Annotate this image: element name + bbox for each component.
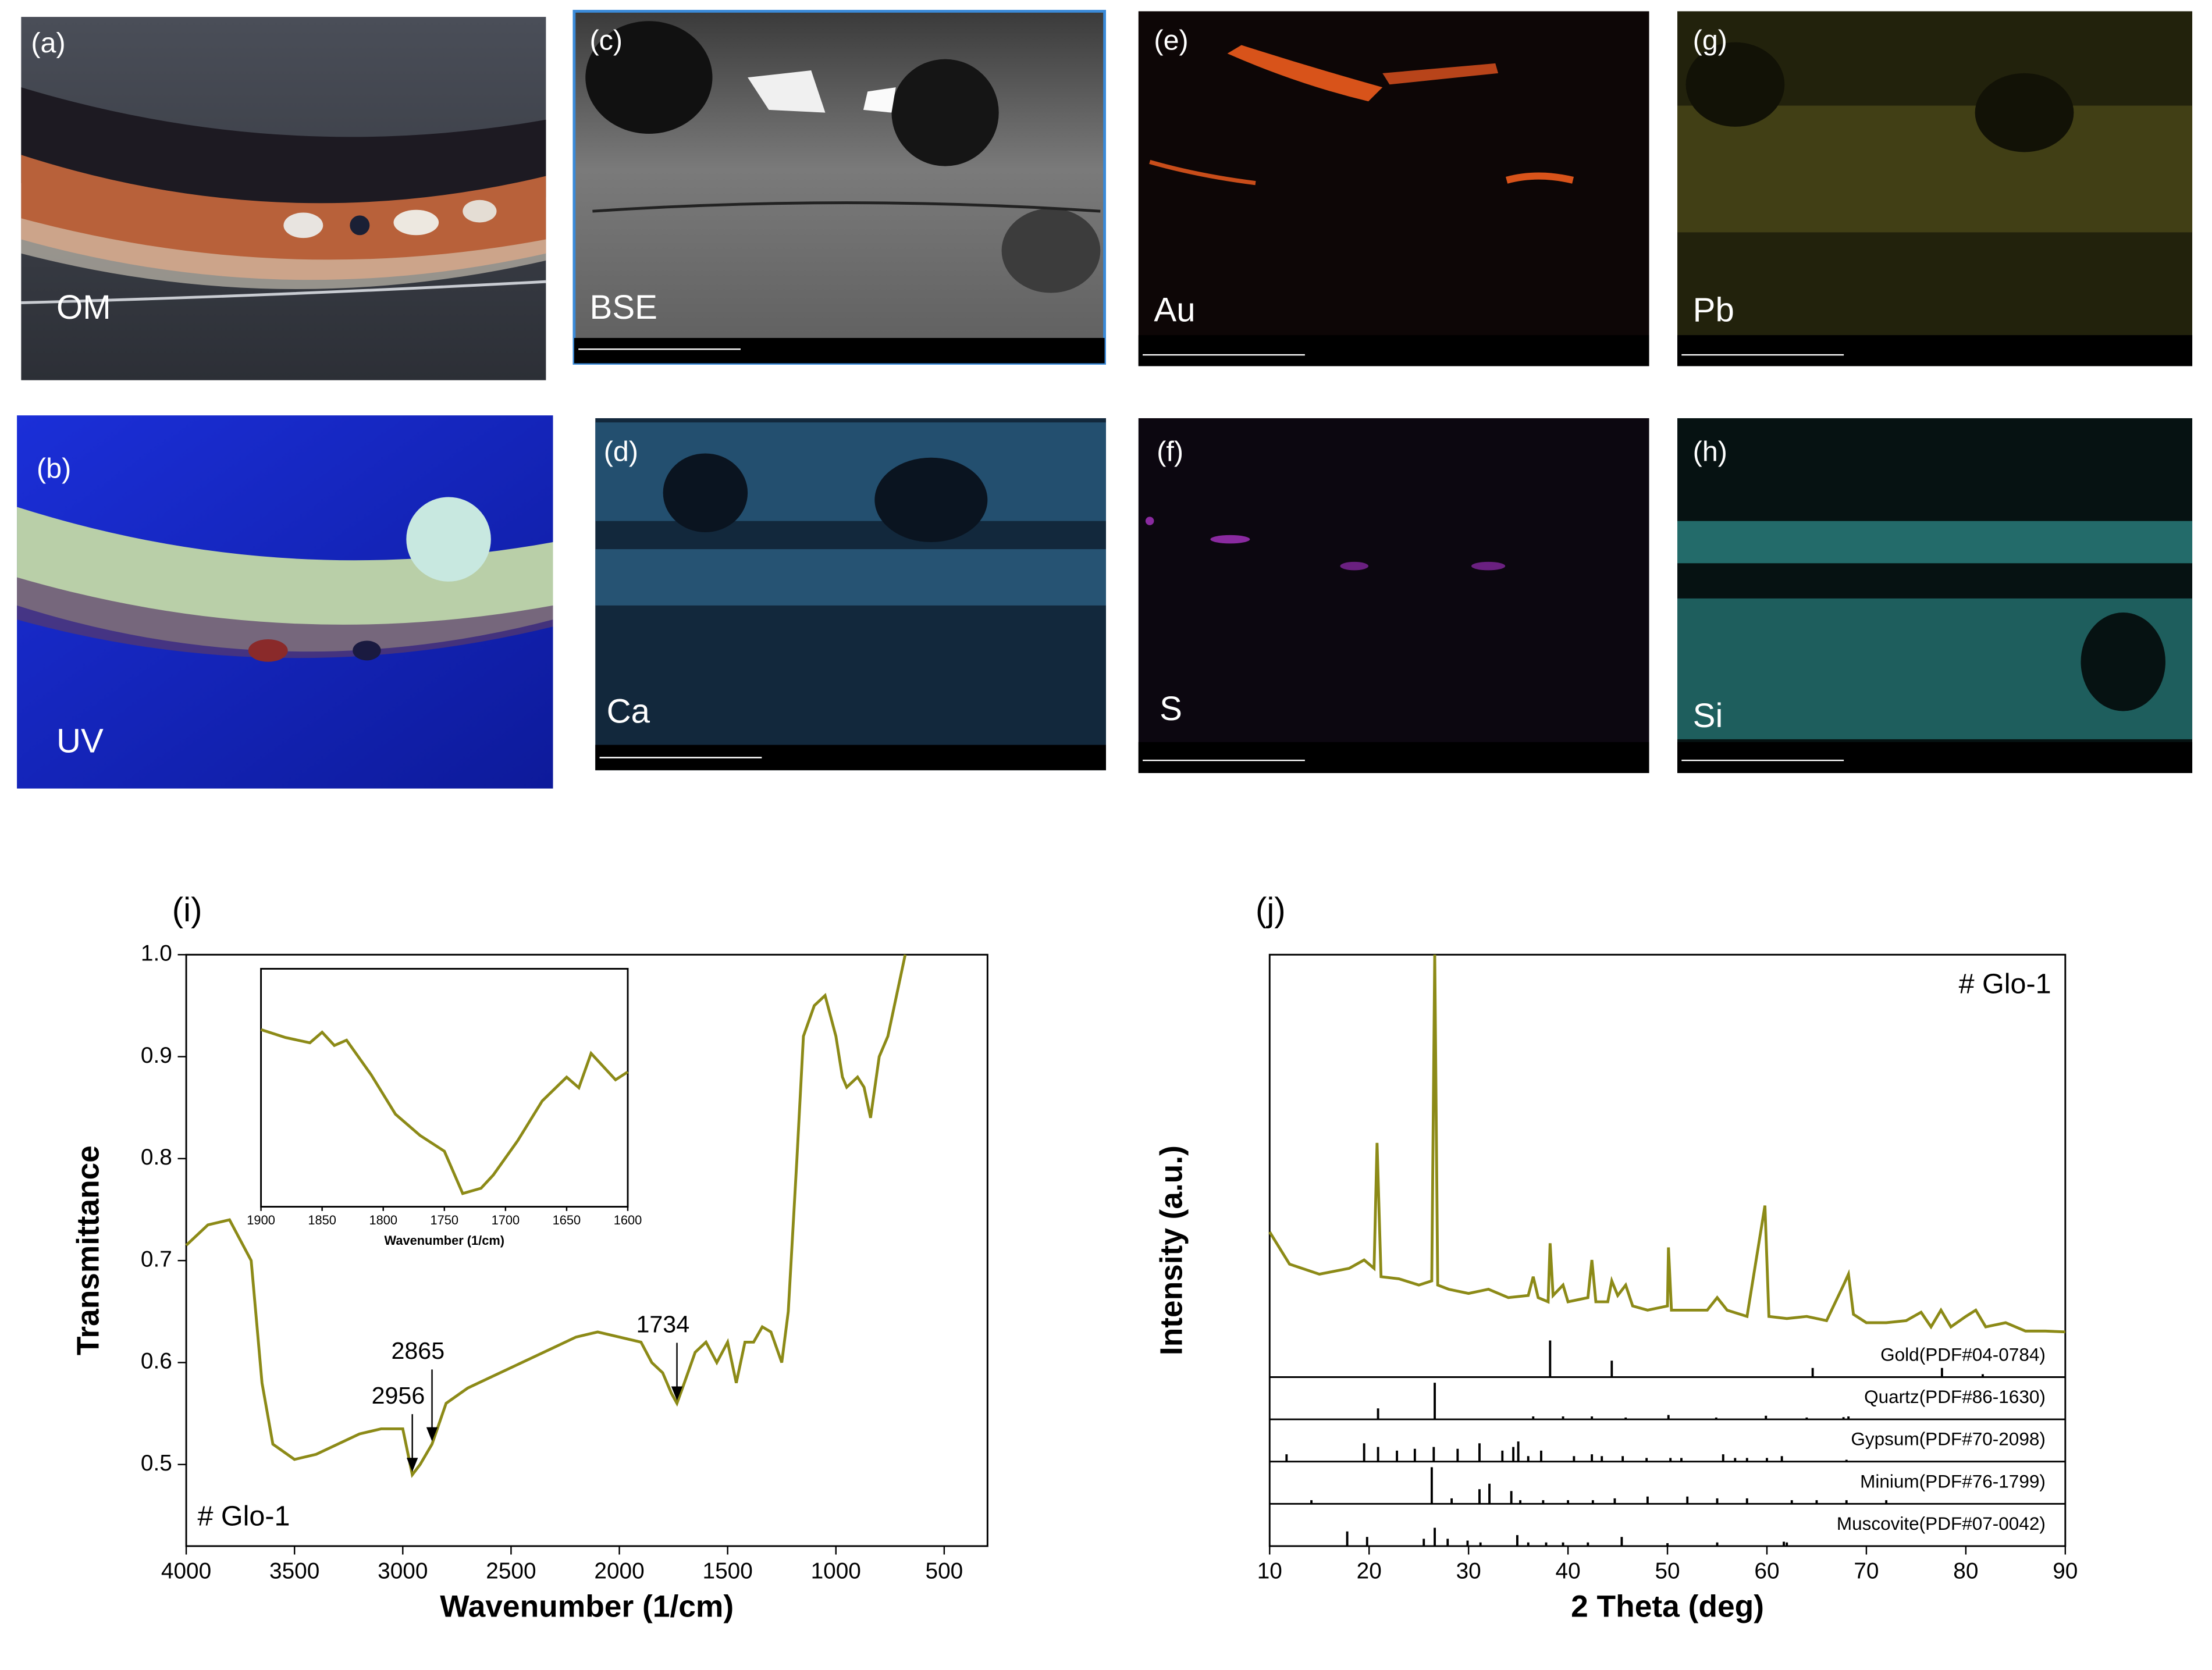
- peak-label: 2956: [372, 1382, 425, 1409]
- panel-f: (f) S: [1138, 418, 1649, 773]
- xrd-pattern: [1268, 955, 2065, 1334]
- x-axis-title: 2 Theta (deg): [1571, 1590, 1764, 1624]
- panel-label: (j): [1256, 891, 1286, 929]
- panel-d: (d) Ca: [595, 418, 1106, 771]
- peak-arrowhead: [671, 1386, 683, 1401]
- x-tick-label: 1800: [369, 1213, 397, 1227]
- x-tick-label: 10: [1257, 1559, 1282, 1584]
- reference-label: Muscovite(PDF#07-0042): [1837, 1513, 2046, 1534]
- panel-label: (e): [1154, 24, 1188, 56]
- panel-caption: Ca: [607, 693, 650, 731]
- x-tick-label: 40: [1556, 1559, 1581, 1584]
- x-axis-title: Wavenumber (1/cm): [440, 1590, 734, 1624]
- y-tick-label: 0.7: [141, 1247, 172, 1272]
- panel-label: (c): [590, 24, 623, 56]
- legend-entry: # Glo-1: [1959, 968, 2051, 999]
- panel-label: (i): [172, 891, 202, 929]
- panel-caption: BSE: [590, 289, 657, 326]
- plot-frame: [185, 953, 988, 1547]
- spectrum-line: [185, 954, 907, 1478]
- y-tick-label: 0.5: [141, 1451, 172, 1476]
- x-tick-label: 2500: [486, 1559, 536, 1584]
- x-tick-label: 20: [1357, 1559, 1382, 1584]
- y-tick-label: 1.0: [141, 941, 172, 966]
- panel-g: (g) Pb: [1677, 11, 2193, 366]
- x-tick-label: 3000: [378, 1559, 428, 1584]
- x-tick-label: 2000: [594, 1559, 644, 1584]
- x-tick-label: 80: [1953, 1559, 1978, 1584]
- y-axis-title: Transmittance: [71, 1145, 105, 1355]
- peak-label: 1734: [636, 1311, 689, 1337]
- y-tick-label: 0.9: [141, 1043, 172, 1068]
- panel-caption: Si: [1693, 697, 1723, 735]
- x-axis-title: Wavenumber (1/cm): [385, 1233, 504, 1248]
- x-tick-label: 4000: [161, 1559, 211, 1584]
- x-tick-label: 1850: [308, 1213, 336, 1227]
- panel-c: (c) BSE: [572, 9, 1106, 365]
- legend-entry: # Glo-1: [197, 1500, 290, 1532]
- x-tick-label: 3500: [269, 1559, 319, 1584]
- peak-arrowhead: [406, 1458, 418, 1472]
- panel-label: (b): [37, 453, 71, 484]
- reference-label: Minium(PDF#76-1799): [1860, 1470, 2046, 1491]
- reference-label: Gypsum(PDF#70-2098): [1851, 1429, 2045, 1450]
- spectrum-line: [260, 1028, 629, 1195]
- x-tick-label: 1900: [247, 1213, 275, 1227]
- x-tick-label: 60: [1754, 1559, 1779, 1584]
- x-tick-label: 90: [2053, 1559, 2078, 1584]
- panel-caption: S: [1160, 690, 1182, 728]
- x-tick-label: 30: [1456, 1559, 1481, 1584]
- panel-e: (e) Au: [1138, 11, 1649, 366]
- panel-label: (a): [31, 27, 65, 59]
- reference-label: Gold(PDF#04-0784): [1880, 1344, 2046, 1365]
- panel-label: (h): [1693, 436, 1727, 467]
- x-tick-label: 1650: [553, 1213, 581, 1227]
- plot-frame: [260, 968, 629, 1208]
- panel-caption: UV: [56, 722, 104, 760]
- panel-caption: Au: [1154, 291, 1195, 329]
- x-tick-label: 70: [1854, 1559, 1879, 1584]
- y-tick-label: 0.6: [141, 1349, 172, 1374]
- panel-label: (g): [1693, 24, 1727, 56]
- peak-arrowhead: [426, 1427, 438, 1441]
- x-tick-label: 1500: [702, 1559, 752, 1584]
- reference-label: Quartz(PDF#86-1630): [1864, 1386, 2046, 1407]
- y-tick-label: 0.8: [141, 1145, 172, 1170]
- panel-label: (d): [604, 436, 638, 467]
- x-tick-label: 1000: [811, 1559, 861, 1584]
- panel-caption: OM: [56, 289, 111, 326]
- panel-a: (a) OM: [21, 17, 546, 380]
- panel-caption: Pb: [1693, 291, 1734, 329]
- peak-label: 2865: [391, 1337, 444, 1364]
- x-tick-label: 500: [926, 1559, 963, 1584]
- x-tick-label: 1600: [614, 1213, 642, 1227]
- y-axis-title: Intensity (a.u.): [1154, 1145, 1189, 1355]
- x-tick-label: 1700: [492, 1213, 520, 1227]
- panel-label: (f): [1157, 436, 1183, 467]
- panel-h: (h) Si: [1677, 418, 2193, 773]
- panel-b: (b) UV: [17, 415, 553, 789]
- x-tick-label: 1750: [431, 1213, 459, 1227]
- x-tick-label: 50: [1655, 1559, 1680, 1584]
